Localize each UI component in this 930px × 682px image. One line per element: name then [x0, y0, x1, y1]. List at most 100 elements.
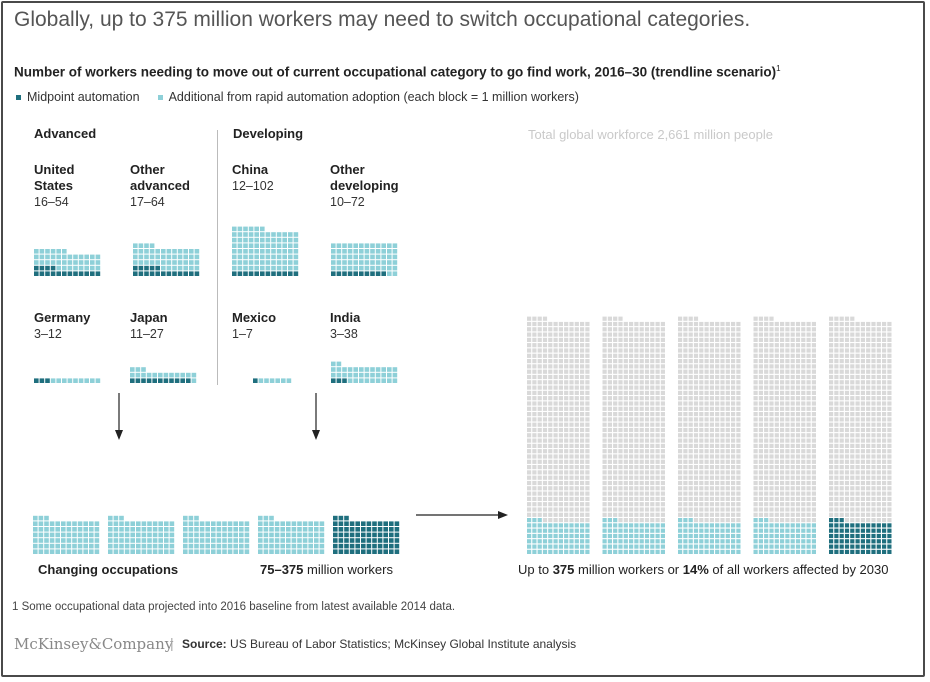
- workforce-block: [764, 316, 769, 321]
- workforce-block: [602, 390, 607, 395]
- affected-additional-block: [736, 549, 741, 554]
- subtitle-footnote-marker: 1: [776, 64, 781, 73]
- workforce-block: [688, 502, 693, 507]
- workforce-block: [704, 364, 709, 369]
- workforce-block: [790, 496, 795, 501]
- workforce-block: [725, 353, 730, 358]
- workforce-block: [758, 369, 763, 374]
- workforce-block: [639, 459, 644, 464]
- workforce-block: [569, 449, 574, 454]
- workforce-block: [860, 518, 865, 523]
- workforce-block: [655, 470, 660, 475]
- workforce-block: [602, 348, 607, 353]
- workforce-block: [678, 465, 683, 470]
- country-additional-block: [248, 249, 254, 254]
- workforce-block: [725, 480, 730, 486]
- affected-additional-block: [650, 533, 655, 539]
- workforce-block: [801, 321, 806, 327]
- workforce-block: [580, 390, 585, 395]
- affected-additional-block: [607, 549, 612, 554]
- workforce-block: [769, 417, 774, 422]
- total-additional-block: [164, 527, 169, 532]
- affected-additional-block: [580, 549, 585, 554]
- affected-midpoint-block: [860, 533, 865, 539]
- workforce-block: [866, 502, 871, 507]
- workforce-block: [650, 343, 655, 348]
- total-additional-block: [319, 543, 325, 549]
- workforce-block: [839, 443, 844, 448]
- affected-additional-block: [629, 549, 634, 554]
- workforce-block: [629, 321, 634, 327]
- workforce-block: [548, 512, 553, 517]
- workforce-block: [855, 507, 860, 512]
- workforce-block: [542, 353, 548, 358]
- total-additional-block: [233, 543, 238, 549]
- workforce-block: [527, 507, 532, 512]
- workforce-block: [569, 337, 574, 342]
- workforce-block: [844, 374, 850, 380]
- workforce-block: [650, 327, 655, 332]
- affected-midpoint-block: [834, 549, 839, 554]
- workforce-block: [780, 406, 785, 411]
- workforce-block: [527, 332, 532, 337]
- workforce-block: [774, 486, 779, 491]
- country-additional-block: [387, 249, 392, 254]
- country-midpoint-block: [39, 271, 45, 276]
- workforce-block: [806, 443, 811, 448]
- country-additional-block: [286, 378, 292, 383]
- workforce-block: [639, 438, 644, 443]
- affected-additional-block: [618, 523, 623, 528]
- workforce-block: [678, 353, 683, 358]
- workforce-block: [693, 406, 699, 411]
- workforce-block: [542, 502, 548, 507]
- country-name: United States: [34, 162, 75, 193]
- workforce-block: [580, 480, 585, 486]
- country-additional-block: [67, 260, 73, 265]
- workforce-block: [882, 417, 887, 422]
- workforce-block: [660, 369, 665, 374]
- total-additional-block: [147, 549, 152, 554]
- workforce-block: [558, 321, 563, 327]
- workforce-block: [580, 406, 585, 411]
- workforce-block: [678, 427, 683, 433]
- workforce-block: [607, 316, 612, 321]
- country-additional-block: [50, 249, 56, 254]
- workforce-block: [811, 459, 816, 464]
- country-additional-block: [342, 249, 347, 254]
- workforce-block: [537, 385, 542, 390]
- affected-additional-block: [542, 523, 548, 528]
- workforce-block: [639, 374, 644, 380]
- workforce-block: [618, 496, 623, 501]
- workforce-block: [634, 359, 639, 364]
- workforce-block: [709, 406, 714, 411]
- country-midpoint-block: [67, 271, 73, 276]
- workforce-block: [860, 491, 865, 496]
- workforce-block: [887, 443, 892, 448]
- workforce-block: [866, 380, 871, 385]
- workforce-block: [542, 348, 548, 353]
- country-additional-block: [387, 367, 392, 372]
- workforce-block: [564, 427, 569, 433]
- workforce-block: [790, 364, 795, 369]
- workforce-block: [882, 518, 887, 523]
- workforce-block: [731, 385, 736, 390]
- country-additional-block: [180, 372, 185, 378]
- total-midpoint-block: [394, 521, 400, 526]
- workforce-block: [839, 412, 844, 417]
- country-additional-block: [370, 265, 375, 271]
- workforce-block: [709, 480, 714, 486]
- total-panel-4: [258, 515, 325, 554]
- country-midpoint-block: [50, 265, 56, 271]
- country-additional-block: [189, 260, 194, 265]
- workforce-block: [850, 470, 855, 475]
- workforce-block: [553, 390, 558, 395]
- country-additional-block: [370, 260, 375, 265]
- workforce-block: [607, 491, 612, 496]
- workforce-block: [613, 507, 618, 512]
- workforce-block: [683, 401, 688, 406]
- workforce-block: [704, 512, 709, 517]
- workforce-block: [548, 374, 553, 380]
- workforce-block: [829, 459, 834, 464]
- country-midpoint-block: [144, 265, 149, 271]
